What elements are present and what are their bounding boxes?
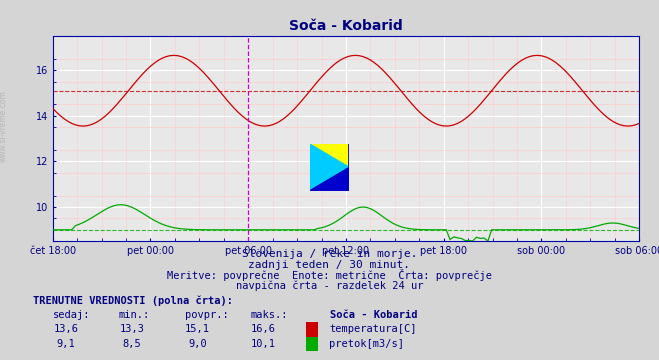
Text: 10,1: 10,1 (251, 339, 276, 349)
Text: Meritve: povprečne  Enote: metrične  Črta: povprečje: Meritve: povprečne Enote: metrične Črta:… (167, 269, 492, 282)
Text: navpična črta - razdelek 24 ur: navpična črta - razdelek 24 ur (236, 280, 423, 291)
Polygon shape (310, 144, 349, 167)
Text: sedaj:: sedaj: (53, 310, 90, 320)
Text: 13,3: 13,3 (119, 324, 144, 334)
Text: pretok[m3/s]: pretok[m3/s] (330, 339, 405, 349)
Text: povpr.:: povpr.: (185, 310, 228, 320)
Polygon shape (310, 144, 349, 191)
Text: Slovenija / reke in morje.: Slovenija / reke in morje. (242, 249, 417, 259)
Text: Soča - Kobarid: Soča - Kobarid (330, 310, 417, 320)
Text: TRENUTNE VREDNOSTI (polna črta):: TRENUTNE VREDNOSTI (polna črta): (33, 295, 233, 306)
Text: 13,6: 13,6 (53, 324, 78, 334)
Text: 9,0: 9,0 (188, 339, 207, 349)
Text: maks.:: maks.: (250, 310, 288, 320)
Text: temperatura[C]: temperatura[C] (330, 324, 417, 334)
Text: 16,6: 16,6 (251, 324, 276, 334)
Text: 9,1: 9,1 (57, 339, 75, 349)
Text: www.si-vreme.com: www.si-vreme.com (0, 90, 8, 162)
Text: min.:: min.: (119, 310, 150, 320)
Text: 8,5: 8,5 (123, 339, 141, 349)
Polygon shape (310, 144, 349, 191)
Text: zadnji teden / 30 minut.: zadnji teden / 30 minut. (248, 260, 411, 270)
Text: 15,1: 15,1 (185, 324, 210, 334)
Title: Soča - Kobarid: Soča - Kobarid (289, 19, 403, 33)
